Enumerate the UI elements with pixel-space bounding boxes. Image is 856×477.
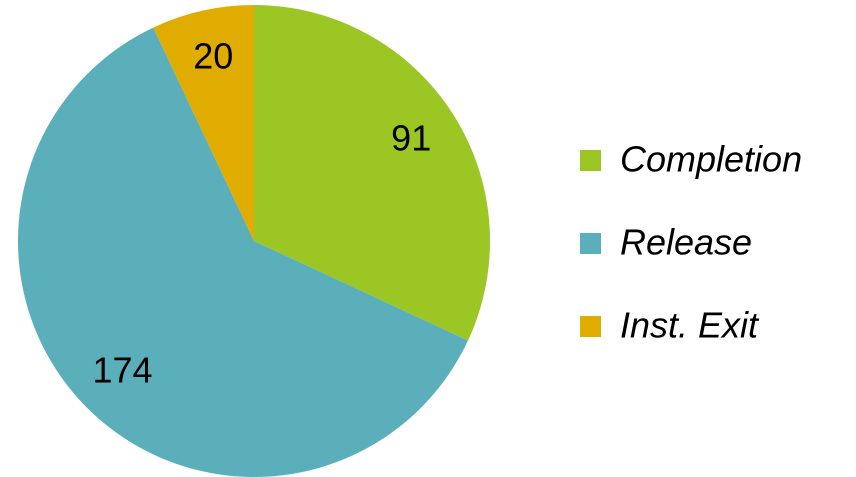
pie-slice [17,27,468,477]
pie-slice [254,5,490,341]
legend-swatch [580,316,601,337]
pie-slice [153,5,254,241]
legend-label: Release [620,222,752,263]
legend-label: Inst. Exit [620,305,760,346]
legend-swatch [580,233,601,254]
data-label: 91 [391,117,431,158]
legend-swatch [580,150,601,171]
legend-label: Completion [620,139,802,180]
data-label: 174 [92,350,152,391]
data-label: 20 [193,36,233,77]
